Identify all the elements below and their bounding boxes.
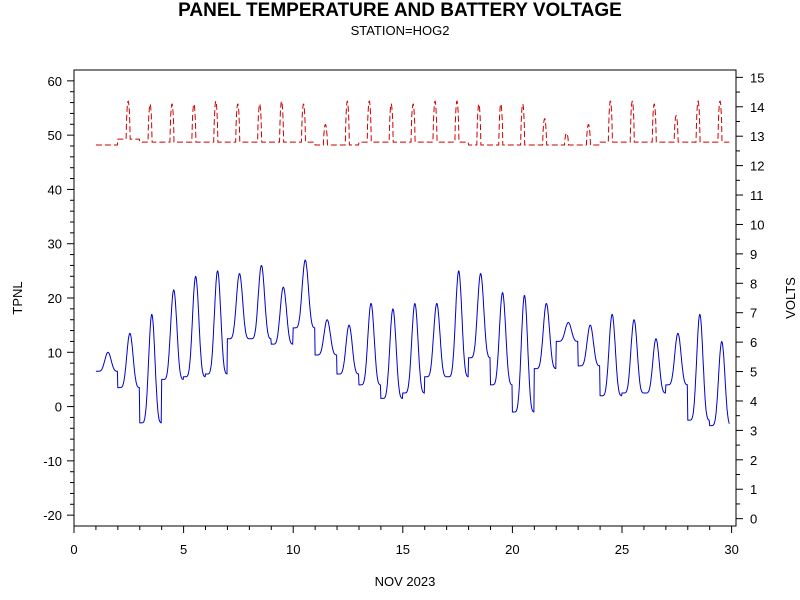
series-line-volts bbox=[95, 100, 730, 146]
x-axis: 0 5 10 15 20 25 30 bbox=[70, 526, 739, 557]
y-left-tick-label: -10 bbox=[43, 454, 62, 469]
x-tick-label: 25 bbox=[615, 542, 629, 557]
y-right-tick-label: 10 bbox=[750, 217, 764, 232]
y-left-tick-label: 40 bbox=[48, 182, 62, 197]
x-tick-label: 10 bbox=[286, 542, 300, 557]
y-right-tick-label: 8 bbox=[750, 276, 757, 291]
y-right-tick-label: 11 bbox=[750, 188, 764, 203]
y-right-tick-label: 14 bbox=[750, 100, 764, 115]
y-left-tick-label: -20 bbox=[43, 508, 62, 523]
y-axis-left: -20 -10 0 10 20 30 40 50 60 bbox=[43, 74, 74, 523]
y-left-tick-label: 60 bbox=[48, 74, 62, 89]
y-right-tick-label: 9 bbox=[750, 247, 757, 262]
y-right-tick-label: 12 bbox=[750, 159, 764, 174]
y-right-tick-label: 1 bbox=[750, 482, 757, 497]
y-left-tick-label: 20 bbox=[48, 291, 62, 306]
y-right-tick-label: 3 bbox=[750, 423, 757, 438]
series-layer bbox=[95, 100, 730, 427]
y-left-tick-label: 30 bbox=[48, 237, 62, 252]
x-tick-label: 30 bbox=[724, 542, 738, 557]
y-right-tick-label: 5 bbox=[750, 365, 757, 380]
y-left-tick-label: 50 bbox=[48, 128, 62, 143]
y-right-tick-label: 6 bbox=[750, 335, 757, 350]
x-tick-label: 0 bbox=[70, 542, 77, 557]
y-right-tick-label: 7 bbox=[750, 306, 757, 321]
chart-subtitle: STATION=HOG2 bbox=[350, 23, 450, 38]
x-axis-title: NOV 2023 bbox=[375, 574, 436, 589]
y-axis-right-title: VOLTS bbox=[783, 277, 798, 319]
y-axis-left-title: TPNL bbox=[10, 281, 25, 314]
chart-title: PANEL TEMPERATURE AND BATTERY VOLTAGE bbox=[178, 0, 622, 21]
x-tick-label: 5 bbox=[180, 542, 187, 557]
y-right-tick-label: 0 bbox=[750, 512, 757, 527]
y-left-tick-label: 0 bbox=[55, 400, 62, 415]
series-line-tpnl bbox=[95, 259, 730, 427]
plot-frame bbox=[73, 69, 737, 527]
y-right-tick-label: 15 bbox=[750, 70, 764, 85]
y-right-tick-label: 4 bbox=[750, 394, 757, 409]
y-right-tick-label: 2 bbox=[750, 453, 757, 468]
x-tick-label: 20 bbox=[505, 542, 519, 557]
y-left-tick-label: 10 bbox=[48, 345, 62, 360]
x-tick-label: 15 bbox=[396, 542, 410, 557]
y-right-tick-label: 13 bbox=[750, 129, 764, 144]
